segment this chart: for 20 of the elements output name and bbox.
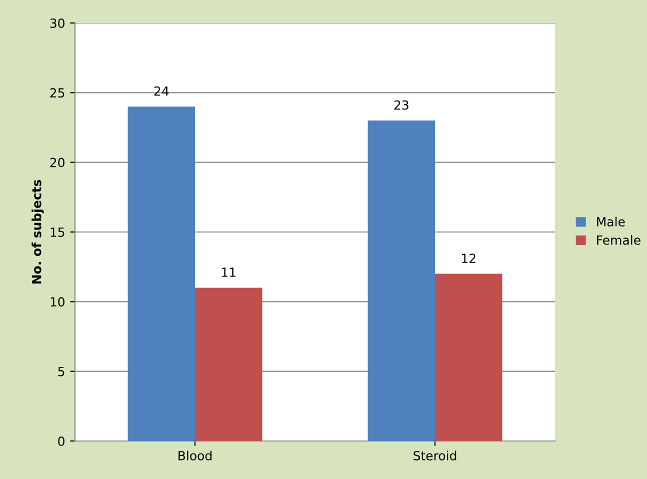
y-tick-label: 15	[50, 228, 64, 237]
y-tick-label: 25	[50, 88, 64, 98]
bar	[195, 288, 262, 441]
y-tick-label: 30	[50, 18, 64, 28]
bar	[435, 274, 502, 441]
data-label: 11	[222, 268, 236, 277]
y-tick-label: 10	[50, 297, 64, 307]
data-label: 23	[394, 100, 408, 110]
y-tick-label: 5	[58, 366, 64, 376]
bar	[368, 120, 435, 441]
legend-label: Female	[597, 235, 640, 245]
y-axis-title: No. of subjects	[32, 180, 44, 284]
y-tick-label: 20	[50, 158, 64, 168]
x-tick-label: Steroid	[414, 450, 456, 460]
y-tick-label: 0	[58, 436, 64, 446]
data-label: 12	[462, 254, 476, 263]
legend-label: Male	[597, 216, 625, 226]
bar	[128, 106, 195, 441]
x-tick-label: Blood	[178, 450, 212, 460]
data-label: 24	[154, 86, 169, 96]
